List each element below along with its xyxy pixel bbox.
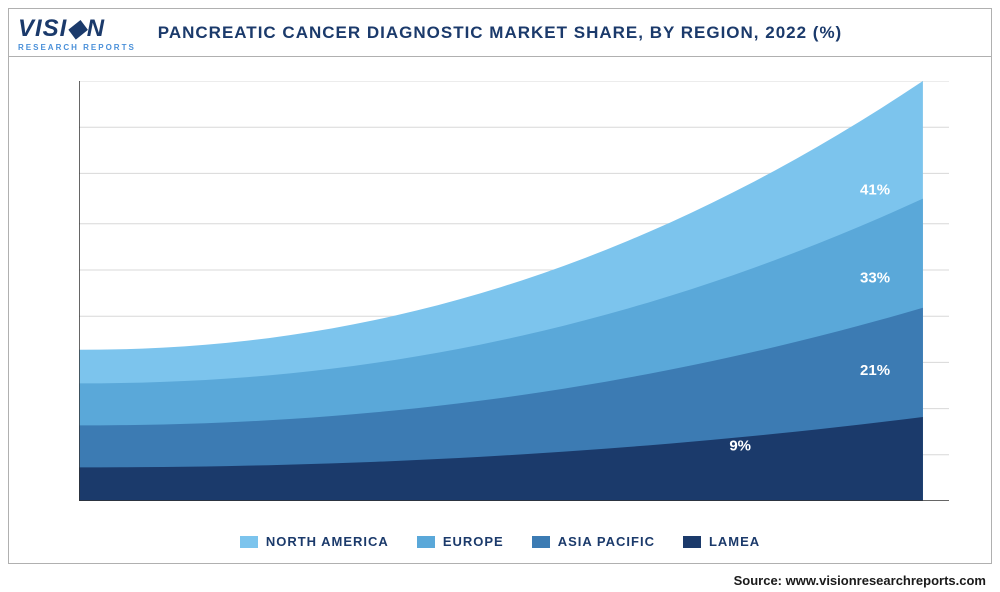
legend-item: LAMEA	[683, 534, 760, 549]
area-label-north-america: 41%	[860, 181, 890, 198]
area-series	[79, 81, 923, 501]
chart-area: 41% 33% 21% 9%	[79, 81, 949, 501]
legend-swatch	[683, 536, 701, 548]
legend-swatch	[240, 536, 258, 548]
chart-frame: PANCREATIC CANCER DIAGNOSTIC MARKET SHAR…	[8, 8, 992, 564]
legend-label: EUROPE	[443, 534, 504, 549]
legend-item: NORTH AMERICA	[240, 534, 389, 549]
title-bar: PANCREATIC CANCER DIAGNOSTIC MARKET SHAR…	[9, 9, 991, 57]
legend-item: EUROPE	[417, 534, 504, 549]
area-label-europe: 33%	[860, 270, 890, 287]
legend-label: ASIA PACIFIC	[558, 534, 655, 549]
legend-swatch	[417, 536, 435, 548]
legend-swatch	[532, 536, 550, 548]
area-label-asia-pacific: 21%	[860, 362, 890, 379]
legend-label: NORTH AMERICA	[266, 534, 389, 549]
legend-item: ASIA PACIFIC	[532, 534, 655, 549]
area-chart: 41% 33% 21% 9%	[79, 81, 949, 501]
legend: NORTH AMERICA EUROPE ASIA PACIFIC LAMEA	[9, 534, 991, 549]
legend-label: LAMEA	[709, 534, 760, 549]
area-label-lamea: 9%	[729, 438, 751, 455]
source-text: Source: www.visionresearchreports.com	[734, 573, 986, 588]
chart-title: PANCREATIC CANCER DIAGNOSTIC MARKET SHAR…	[158, 23, 842, 43]
